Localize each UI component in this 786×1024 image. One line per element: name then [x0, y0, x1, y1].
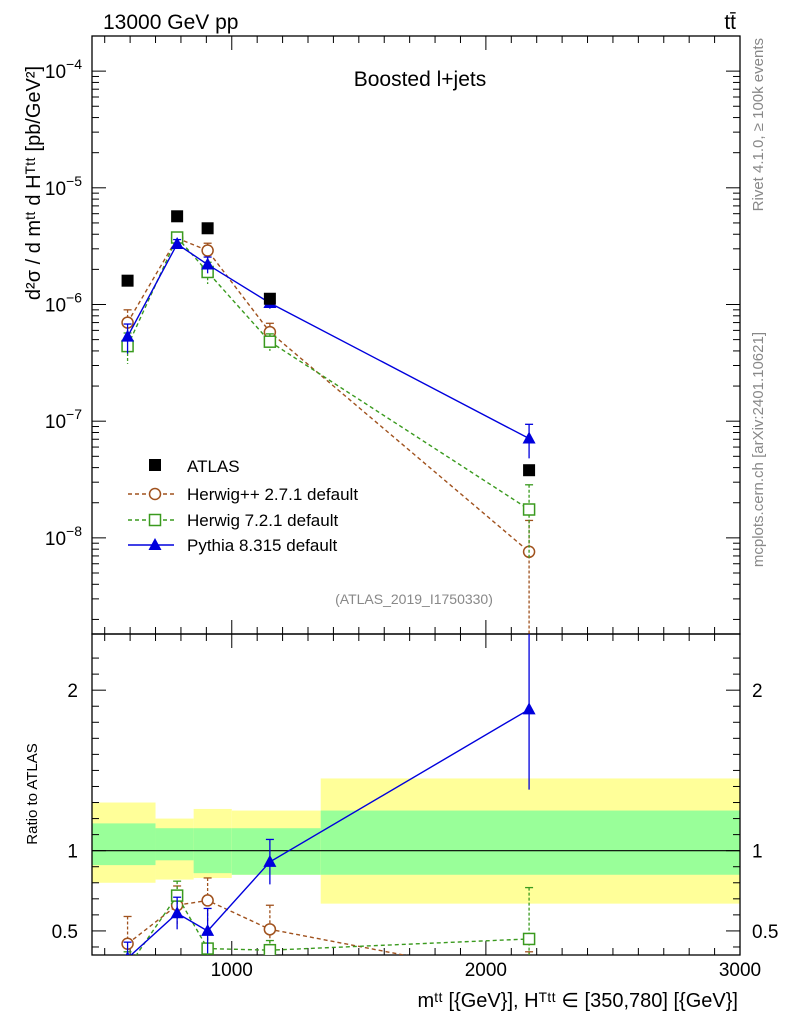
legend-marker-pythia — [148, 538, 162, 550]
header-energy: 13000 GeV pp — [103, 11, 238, 34]
ratio-panel-data — [121, 634, 536, 985]
legend-label-herwig7: Herwig 7.2.1 default — [187, 511, 338, 530]
ratio-band-inner — [155, 828, 194, 861]
ratio-band-inner — [320, 810, 740, 875]
x-tick-label: 2000 — [465, 960, 507, 981]
legend-label-pythia: Pythia 8.315 default — [187, 536, 338, 555]
ratio-pythia-point — [125, 951, 130, 955]
ratio-y-tick-label-right: 0.5 — [752, 922, 778, 943]
series-pythia-point — [201, 257, 215, 270]
ratio-band-inner — [92, 823, 156, 866]
plot-title: Boosted l+jets — [354, 68, 487, 91]
plot-frames — [91, 35, 741, 956]
series-pythia-point — [170, 236, 184, 249]
series-herwig7-point — [263, 335, 277, 348]
y-axis-label: d²σ / d mᵗᵗ d Hᵀᵗᵗ [pb/GeV²] — [23, 66, 45, 300]
series-pythia-line — [126, 242, 530, 440]
legend-marker-herwigpp — [148, 487, 162, 501]
ratio-pythia-point — [263, 854, 277, 867]
y-tick-label: 10−6 — [45, 289, 82, 316]
series-herwig7-point — [522, 503, 536, 516]
ratio-uncertainty-bands — [92, 778, 740, 904]
ratio-herwig7-point — [263, 943, 277, 955]
legend-entry-herwig7: Herwig 7.2.1 default — [128, 511, 338, 530]
y-tick-label: 10−5 — [45, 173, 82, 200]
ratio-herwig7-line — [135, 894, 530, 955]
ratio-y-tick-label-left: 2 — [67, 681, 78, 702]
ratio-herwig7-point — [122, 962, 133, 973]
mcplots-credit: mcplots.cern.ch [arXiv:2401.10621] — [750, 332, 767, 567]
ratio-plot-frame — [91, 633, 741, 956]
series-atlas-point — [263, 292, 276, 305]
series-atlas-point — [171, 210, 184, 223]
y-tick-label: 10−8 — [45, 523, 82, 550]
y-tick-label: 10−7 — [45, 406, 82, 433]
rivet-version: Rivet 4.1.0, ≥ 100k events — [750, 38, 767, 211]
y-tick-label: 10−4 — [45, 56, 82, 83]
series-pythia-point — [522, 431, 536, 444]
series-atlas-point — [523, 464, 536, 477]
ratio-pythia-point — [522, 702, 536, 715]
main-panel-data — [121, 210, 536, 634]
ratio-y-tick-label-left: 0.5 — [52, 922, 78, 943]
ratio-herwigpp-point — [201, 894, 214, 907]
ratio-y-tick-label-left: 1 — [67, 842, 78, 863]
ratio-herwigpp-point — [524, 974, 535, 985]
legend-entry-atlas: ATLAS — [149, 457, 240, 476]
legend-label-herwigpp: Herwig++ 2.7.1 default — [187, 485, 358, 504]
x-axis-label: mᵗᵗ [{GeV}], Hᵀᵗᵗ ∈ [350,780] [{GeV}] — [418, 990, 739, 1012]
legend: ATLAS Herwig++ 2.7.1 default Herwig 7.2.… — [128, 457, 358, 555]
legend-entry-pythia: Pythia 8.315 default — [128, 536, 338, 555]
legend-marker-atlas — [149, 459, 161, 471]
legend-label-atlas: ATLAS — [187, 457, 240, 476]
series-atlas-point — [201, 222, 214, 235]
header-process: tt̄ — [724, 11, 736, 34]
series-herwigpp-point — [201, 244, 214, 257]
axis-ticks: 1000 2000 3000 10−8 10−7 10−6 10−5 10−4 0.5 0.5 1 1… — [45, 35, 778, 981]
ratio-pythia-point — [170, 906, 184, 919]
ratio-herwig7-point — [522, 932, 536, 946]
legend-entry-herwigpp: Herwig++ 2.7.1 default — [128, 485, 358, 504]
ratio-herwigpp-point — [263, 923, 277, 936]
series-herwigpp-line — [126, 237, 530, 553]
x-tick-label: 3000 — [719, 960, 761, 981]
series-atlas-point — [121, 274, 134, 287]
ratio-pythia-point — [201, 923, 215, 936]
legend-marker-herwig7 — [148, 513, 162, 527]
series-pythia-point — [121, 329, 135, 342]
ratio-y-axis-label: Ratio to ATLAS — [24, 743, 41, 844]
ratio-y-tick-label-right: 2 — [752, 681, 763, 702]
x-tick-label: 1000 — [211, 960, 253, 981]
ratio-y-tick-label-right: 1 — [752, 842, 763, 863]
analysis-id: (ATLAS_2019_I1750330) — [335, 591, 493, 607]
ratio-band-inner — [231, 828, 321, 875]
